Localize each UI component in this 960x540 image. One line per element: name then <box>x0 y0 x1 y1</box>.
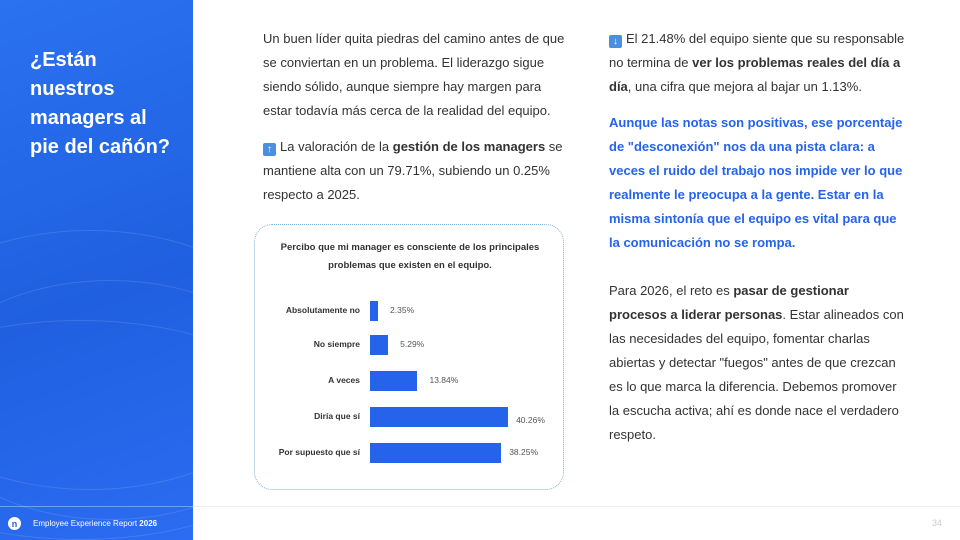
category-label: Por supuesto que sí <box>278 447 360 457</box>
bar <box>370 443 502 463</box>
chart-row: Absolutamente no 2.35% <box>255 301 565 321</box>
value-label: 5.29% <box>400 339 425 349</box>
problems-paragraph: ↓ El 21.48% del equipo siente que su resp… <box>609 31 905 94</box>
sidebar: ¿Están nuestros managers al pie del cañó… <box>0 0 193 540</box>
report-year: 2026 <box>139 519 158 528</box>
value-label: 13.84% <box>429 375 459 385</box>
page-number: 34 <box>931 518 942 528</box>
chart-title: Percibo que mi manager es consciente de … <box>280 242 540 271</box>
highlight-paragraph: Aunque las notas son positivas, ese porc… <box>609 115 903 250</box>
value-label: 2.35% <box>390 305 415 315</box>
chart-row: Por supuesto que sí 38.25% <box>255 443 565 463</box>
chart-row: A veces 13.84% <box>255 371 565 391</box>
managers-paragraph: ↑ La valoración de la gestión de los mana… <box>263 139 563 202</box>
category-label: Diría que sí <box>314 411 360 421</box>
left-column: Un buen líder quita piedras del camino a… <box>263 27 568 219</box>
challenge-paragraph: Para 2026, el reto es pasar de gestionar… <box>609 283 904 442</box>
intro-paragraph: Un buen líder quita piedras del camino a… <box>263 31 565 118</box>
value-label: 38.25% <box>509 447 539 457</box>
logo-icon: n <box>8 517 21 530</box>
chart-row: Diría que sí 40.26% <box>255 407 565 427</box>
footer-brand: n Employee Experience Report 2026 <box>0 506 193 540</box>
category-label: Absolutamente no <box>285 305 360 315</box>
page-title: ¿Están nuestros managers al pie del cañó… <box>30 49 171 158</box>
category-label: No siempre <box>313 339 360 349</box>
right-column: ↓ El 21.48% del equipo siente que su resp… <box>609 27 909 459</box>
value-label: 40.26% <box>516 415 545 425</box>
bar <box>370 335 389 355</box>
bar <box>370 371 418 391</box>
footer-divider <box>193 506 960 507</box>
arrow-up-icon: ↑ <box>263 143 276 156</box>
chart-card: Percibo que mi manager es consciente de … <box>254 224 564 490</box>
bar <box>370 407 509 427</box>
bar <box>370 301 379 321</box>
arrow-down-icon: ↓ <box>609 35 622 48</box>
report-name: Employee Experience Report <box>33 519 138 528</box>
category-label: A veces <box>328 375 360 385</box>
chart-row: No siempre 5.29% <box>255 335 565 355</box>
